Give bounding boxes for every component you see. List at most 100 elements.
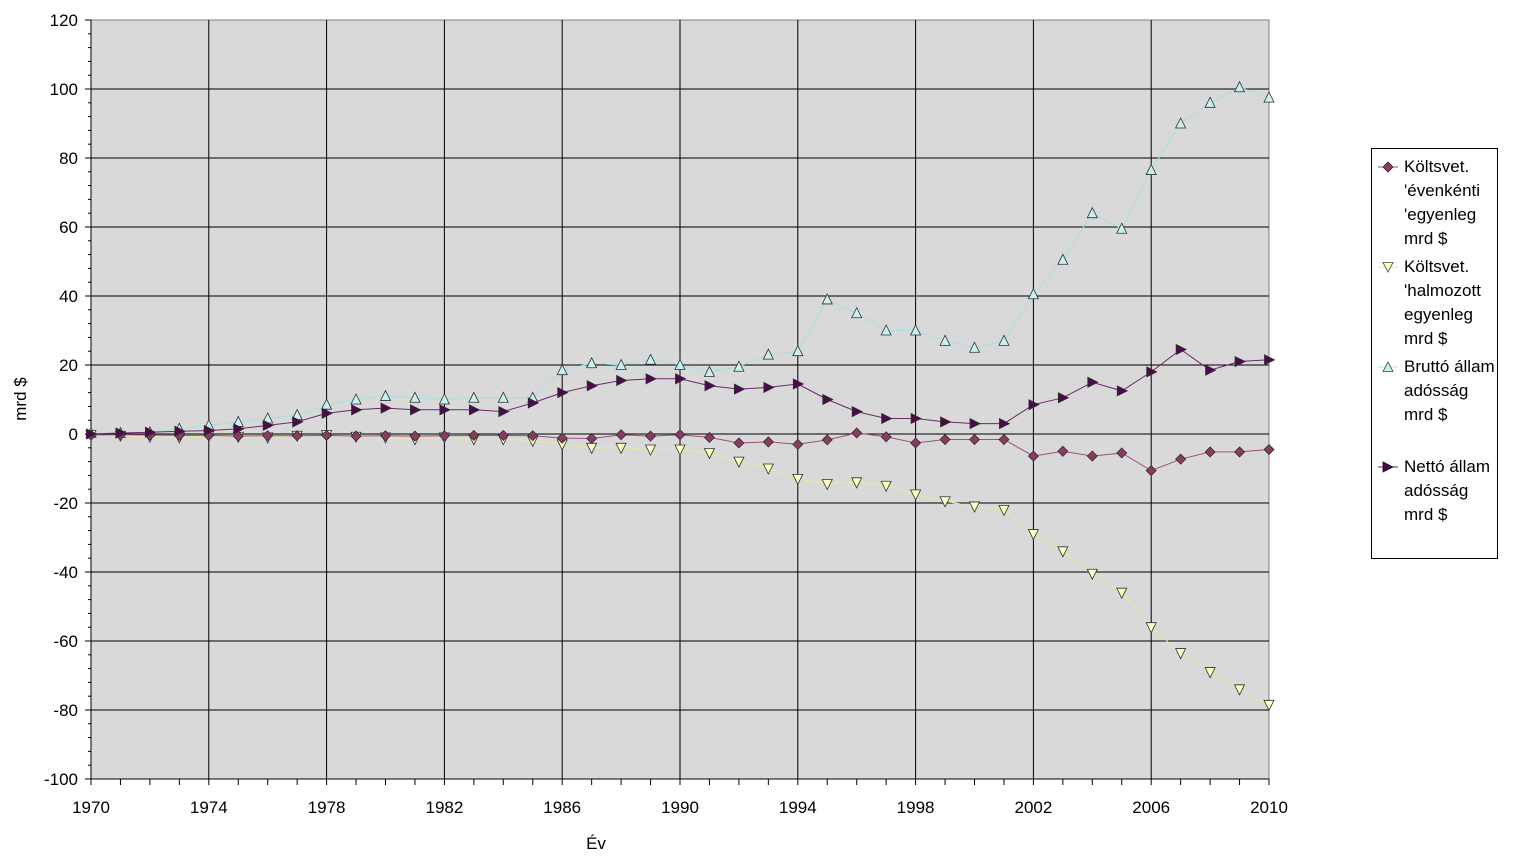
legend: Költsvet. 'évenkénti 'egyenleg mrd $ Köl… [1371, 148, 1498, 559]
data-point [1057, 445, 1069, 457]
data-point [674, 429, 686, 441]
data-point [615, 442, 627, 455]
data-point [644, 353, 657, 365]
data-point [468, 429, 480, 441]
data-point [909, 324, 922, 336]
data-point [704, 380, 716, 392]
x-tick-label: 2010 [1250, 798, 1288, 817]
data-point [733, 456, 745, 468]
data-point [350, 393, 362, 405]
data-point [880, 431, 892, 443]
series-3 [86, 343, 1276, 440]
data-point [203, 424, 216, 437]
y-tick-label: -40 [53, 563, 78, 582]
x-tick-label: 1978 [308, 798, 346, 817]
data-point [1175, 648, 1187, 660]
data-point [439, 404, 451, 416]
x-tick-label: 2006 [1132, 798, 1170, 817]
data-point [586, 356, 598, 369]
data-point [115, 427, 127, 439]
x-axis-label: Év [586, 834, 606, 853]
data-point [380, 402, 392, 414]
data-point [1027, 529, 1040, 541]
data-point [999, 418, 1011, 430]
data-point [410, 404, 422, 416]
data-point [645, 373, 657, 385]
legend-label: Bruttó állam adósság mrd $ [1404, 357, 1495, 424]
data-point [1263, 699, 1275, 712]
legend-label: Költsvet. 'halmozott egyenleg mrd $ [1404, 257, 1481, 348]
data-point [556, 363, 568, 376]
data-point [1264, 354, 1276, 366]
data-point [792, 344, 804, 357]
data-point [644, 430, 657, 442]
data-point [1057, 392, 1070, 404]
data-point [321, 407, 333, 419]
series-0 [85, 427, 1275, 477]
data-point [262, 419, 275, 432]
data-point [1234, 355, 1246, 368]
data-point [351, 404, 363, 416]
x-tick-label: 1974 [190, 798, 228, 817]
data-point [144, 426, 157, 438]
data-point [762, 463, 774, 475]
x-tick-label: 2002 [1014, 798, 1052, 817]
data-point [881, 412, 893, 425]
data-point [1116, 222, 1128, 234]
data-point [1086, 450, 1098, 462]
data-point [763, 381, 775, 394]
data-point [556, 432, 568, 444]
y-tick-label: 20 [59, 356, 78, 375]
data-point [968, 501, 981, 513]
data-point [497, 391, 509, 403]
y-tick-label: -80 [53, 701, 78, 720]
data-point [1086, 568, 1098, 581]
data-point [1233, 80, 1246, 93]
data-point [1087, 376, 1099, 388]
data-point [86, 428, 98, 440]
data-point [174, 425, 186, 437]
data-point [1233, 684, 1246, 696]
data-point [851, 477, 863, 489]
data-point [1057, 546, 1069, 558]
data-point [1086, 206, 1098, 219]
data-point [968, 433, 981, 446]
data-point [586, 432, 598, 445]
data-point [1205, 364, 1217, 376]
data-point [675, 373, 687, 385]
data-point [262, 430, 274, 442]
axes [85, 19, 1270, 785]
data-point [851, 306, 863, 319]
x-tick-label: 1998 [897, 798, 935, 817]
data-point [379, 430, 392, 442]
data-point [969, 418, 981, 430]
data-point [1116, 447, 1128, 459]
data-point [321, 429, 333, 441]
data-point [880, 324, 892, 336]
data-point [939, 334, 951, 346]
grid-lines [91, 20, 1269, 779]
data-point [291, 430, 303, 442]
y-tick-label: 100 [50, 80, 78, 99]
data-point [968, 341, 981, 353]
triangle-up-marker-icon [1378, 361, 1398, 372]
data-point [292, 416, 304, 428]
data-point [527, 430, 539, 442]
data-point [703, 365, 716, 377]
data-point [822, 393, 834, 406]
data-point [703, 448, 716, 460]
data-point [644, 444, 657, 456]
data-point [762, 348, 774, 360]
data-point [527, 397, 540, 409]
data-point [1175, 117, 1187, 129]
data-point [998, 504, 1010, 517]
data-point [703, 431, 716, 444]
legend-label: Nettó állam adósság mrd $ [1404, 457, 1490, 524]
data-point [1204, 96, 1216, 108]
y-axis-label: mrd $ [11, 377, 30, 421]
data-point [1116, 587, 1128, 600]
data-point [1175, 453, 1187, 465]
y-tick-label: 60 [59, 218, 78, 237]
data-point [1204, 446, 1216, 458]
